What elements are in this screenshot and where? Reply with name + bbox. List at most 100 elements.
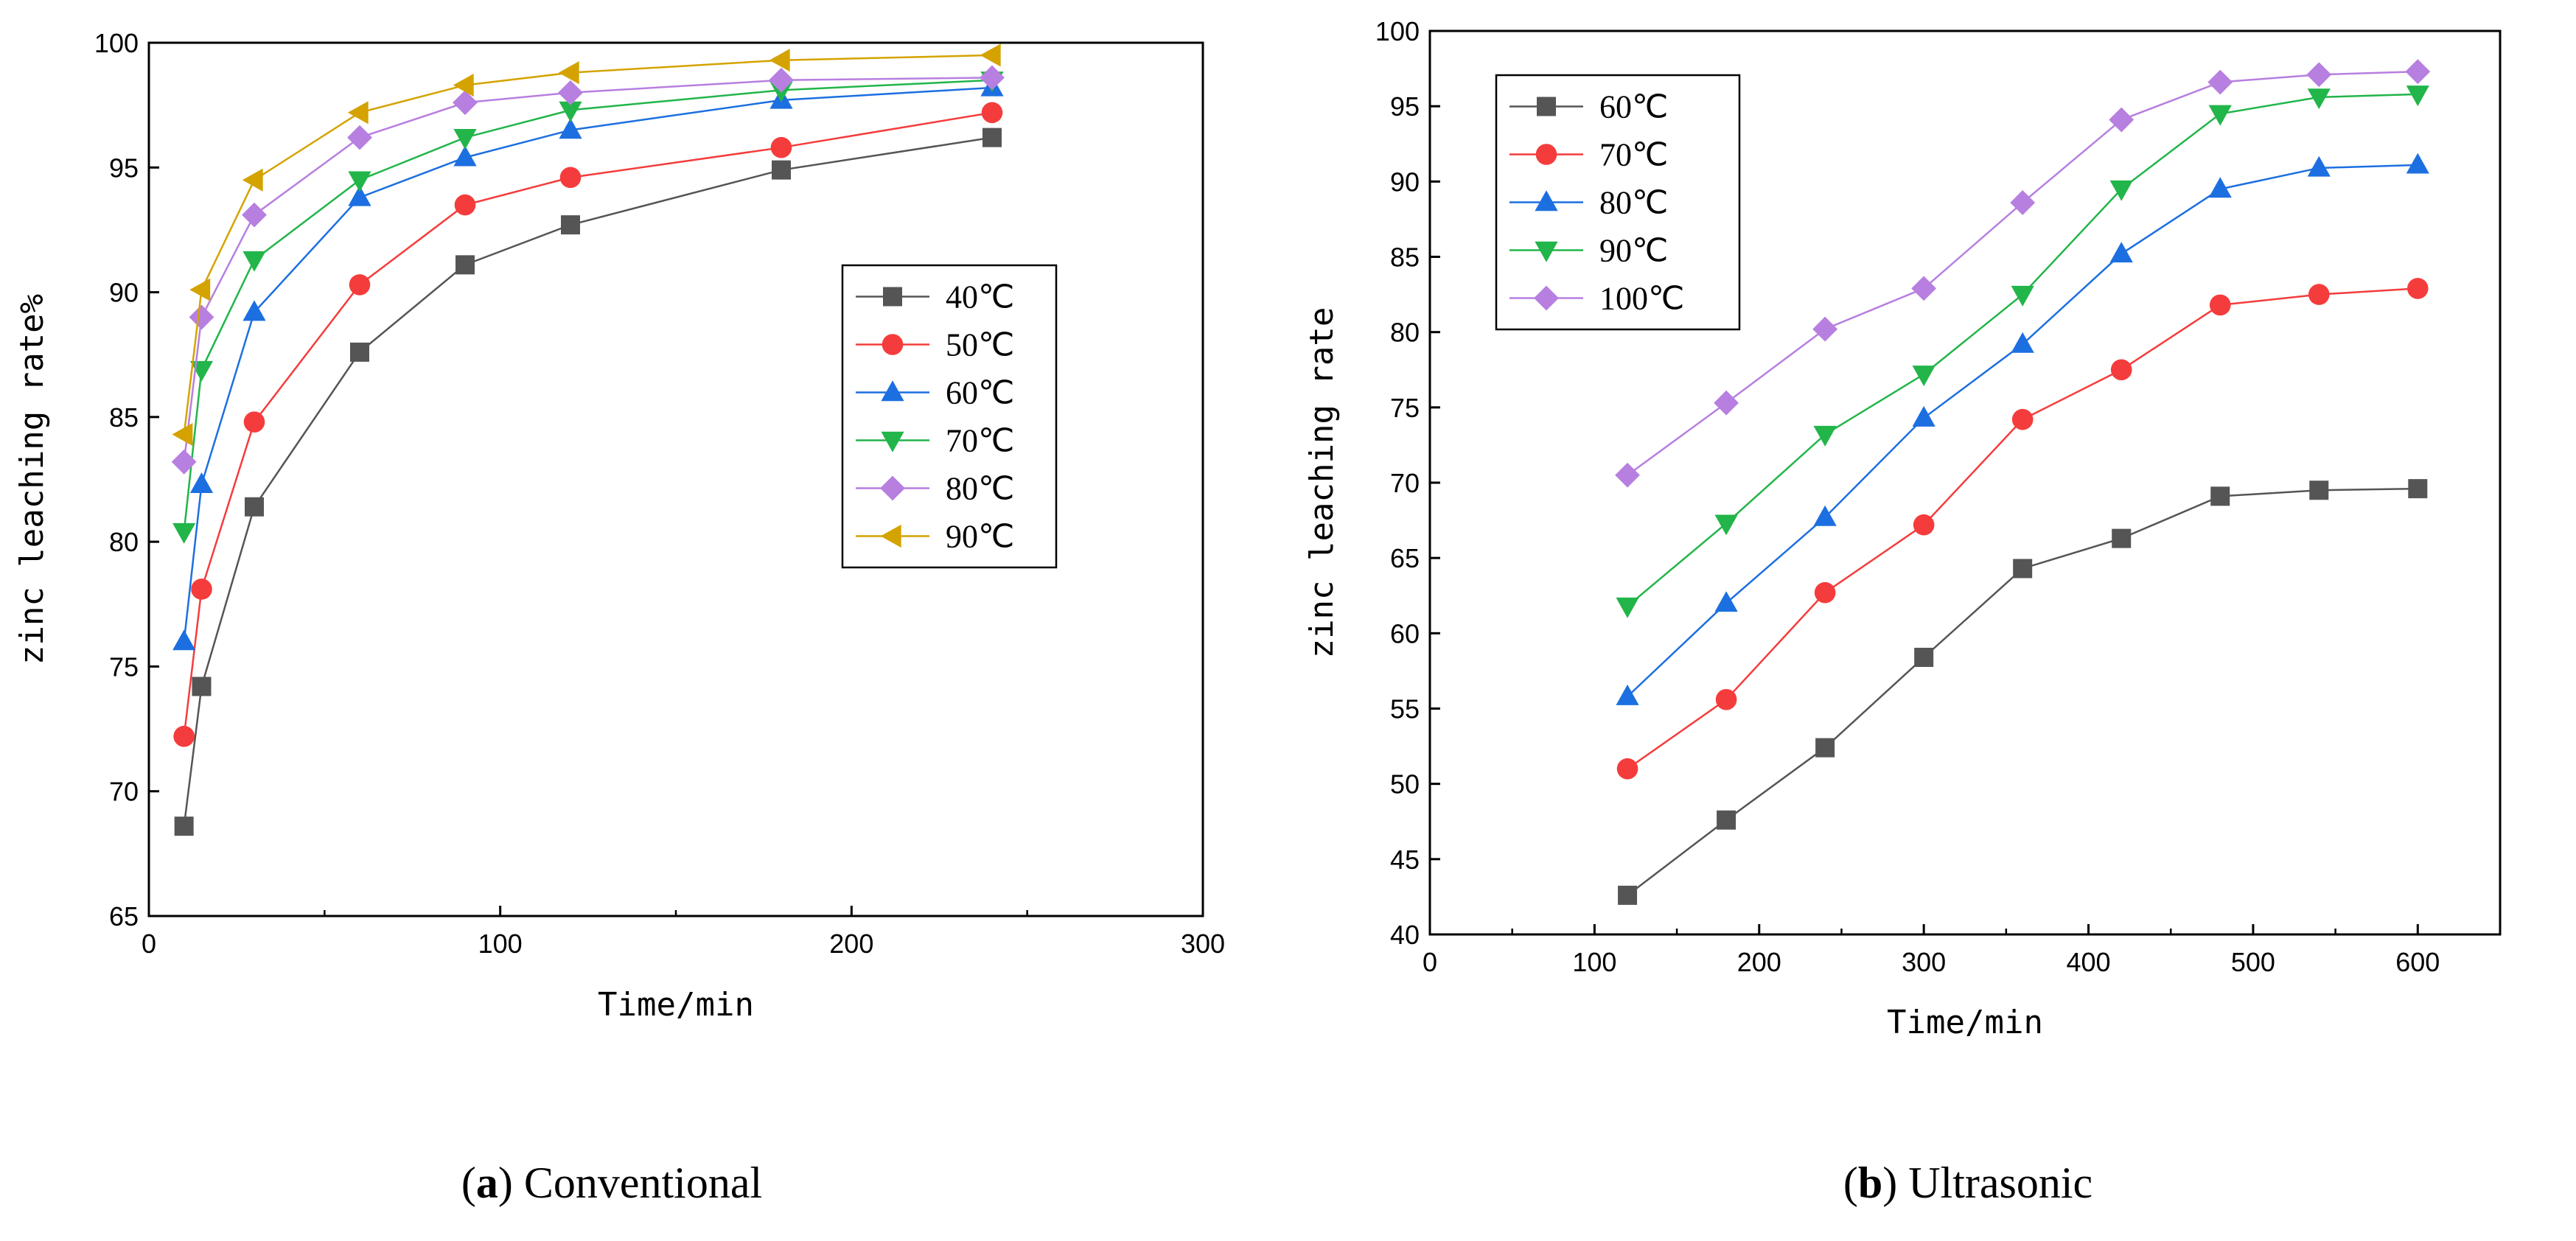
- y-tick-label: 60: [1390, 618, 1420, 649]
- data-point: [1912, 366, 1936, 387]
- data-point: [1715, 688, 1737, 710]
- legend-marker: [1534, 285, 1559, 311]
- legend-marker: [1535, 190, 1558, 212]
- data-point: [1717, 810, 1736, 830]
- data-point: [172, 422, 193, 447]
- data-point: [2306, 62, 2332, 88]
- data-point: [171, 449, 197, 475]
- data-point: [2407, 278, 2429, 299]
- x-axis-label: Time/min: [598, 986, 754, 1024]
- y-tick-label: 85: [109, 402, 139, 433]
- series-line-2: [183, 86, 993, 642]
- data-point: [981, 102, 1003, 124]
- data-point: [454, 194, 476, 216]
- caption-panel-letter: b: [1858, 1158, 1882, 1207]
- data-point: [242, 202, 267, 228]
- data-point: [1815, 738, 1835, 758]
- data-point: [2406, 153, 2429, 174]
- y-tick-label: 45: [1390, 845, 1420, 875]
- data-point: [192, 677, 212, 696]
- x-tick-label: 100: [478, 929, 523, 959]
- data-point: [1911, 276, 1937, 301]
- data-point: [243, 411, 265, 433]
- data-point: [2209, 294, 2231, 316]
- data-point: [348, 171, 371, 192]
- data-point: [772, 160, 791, 180]
- y-tick-label: 80: [109, 527, 139, 557]
- legend-label: 100℃: [1599, 281, 1684, 317]
- legend-marker: [1535, 241, 1558, 262]
- data-point: [559, 118, 582, 139]
- legend-label: 70℃: [946, 423, 1014, 459]
- caption-paren-open: (: [1843, 1158, 1858, 1207]
- data-point: [245, 497, 264, 517]
- data-point: [2109, 107, 2135, 133]
- data-point: [1618, 885, 1638, 905]
- y-tick-label: 70: [1390, 468, 1420, 498]
- x-tick-label: 300: [1902, 947, 1946, 977]
- legend-marker: [883, 287, 902, 307]
- data-point: [1616, 597, 1639, 618]
- data-point: [1813, 425, 1837, 447]
- data-point: [2308, 284, 2330, 305]
- data-point: [1814, 581, 1836, 604]
- data-point: [189, 304, 214, 330]
- legend-marker: [1535, 144, 1557, 165]
- data-point: [2010, 190, 2036, 215]
- data-point: [1616, 684, 1639, 705]
- legend-label: 40℃: [946, 279, 1014, 315]
- data-point: [2406, 85, 2429, 107]
- data-point: [347, 101, 369, 125]
- data-point: [453, 90, 478, 116]
- legend-label: 80℃: [946, 471, 1014, 507]
- legend-label: 70℃: [1599, 137, 1668, 173]
- caption-text: Ultrasonic: [1908, 1158, 2092, 1207]
- y-tick-label: 95: [1390, 91, 1420, 122]
- x-tick-label: 500: [2231, 947, 2275, 977]
- caption-paren-open: (: [461, 1158, 476, 1207]
- x-tick-label: 600: [2395, 947, 2440, 977]
- data-point: [172, 629, 196, 651]
- series-line-0: [183, 136, 993, 827]
- legend-marker: [880, 475, 905, 501]
- legend-label: 80℃: [1599, 185, 1668, 221]
- data-point: [349, 274, 371, 296]
- data-point: [770, 136, 792, 158]
- data-point: [173, 725, 195, 747]
- y-tick-label: 100: [94, 28, 139, 58]
- y-tick-label: 100: [1375, 16, 1420, 46]
- legend-label: 90℃: [1599, 233, 1668, 269]
- chart-panel-b: 0 100 200 300 400 500 600 40 45 50 55 60 65 70 75 80 85 9…: [1303, 16, 2502, 1207]
- y-tick-label: 80: [1390, 318, 1420, 348]
- data-point: [348, 185, 371, 206]
- data-point: [1615, 462, 1640, 488]
- y-axis-label: zinc leaching rate%: [13, 294, 51, 665]
- legend-marker: [1537, 97, 1556, 116]
- data-point: [561, 215, 580, 235]
- series-line-3: [183, 79, 993, 532]
- data-point: [1812, 316, 1838, 342]
- data-point: [2013, 559, 2033, 578]
- x-tick-label: 300: [1181, 929, 1225, 959]
- caption-panel-letter: a: [476, 1158, 498, 1207]
- series-line-4: [183, 77, 993, 462]
- data-point: [455, 255, 475, 275]
- x-tick-label: 0: [1423, 947, 1437, 977]
- data-point: [2307, 155, 2331, 177]
- x-tick-label: 100: [1572, 947, 1616, 977]
- data-point: [2109, 242, 2133, 263]
- legend-label: 60℃: [946, 375, 1014, 411]
- data-point: [2208, 177, 2232, 198]
- data-point: [1714, 514, 1738, 536]
- data-point: [980, 65, 1005, 91]
- data-point: [2112, 528, 2132, 548]
- series-line-5: [183, 54, 993, 435]
- y-tick-label: 65: [109, 901, 139, 931]
- y-axis-label: zinc leaching rate: [1303, 307, 1341, 659]
- x-tick-label: 0: [142, 929, 156, 959]
- y-tick-label: 85: [1390, 242, 1420, 273]
- data-point: [2207, 69, 2233, 95]
- data-point: [769, 49, 790, 72]
- data-point: [191, 578, 212, 600]
